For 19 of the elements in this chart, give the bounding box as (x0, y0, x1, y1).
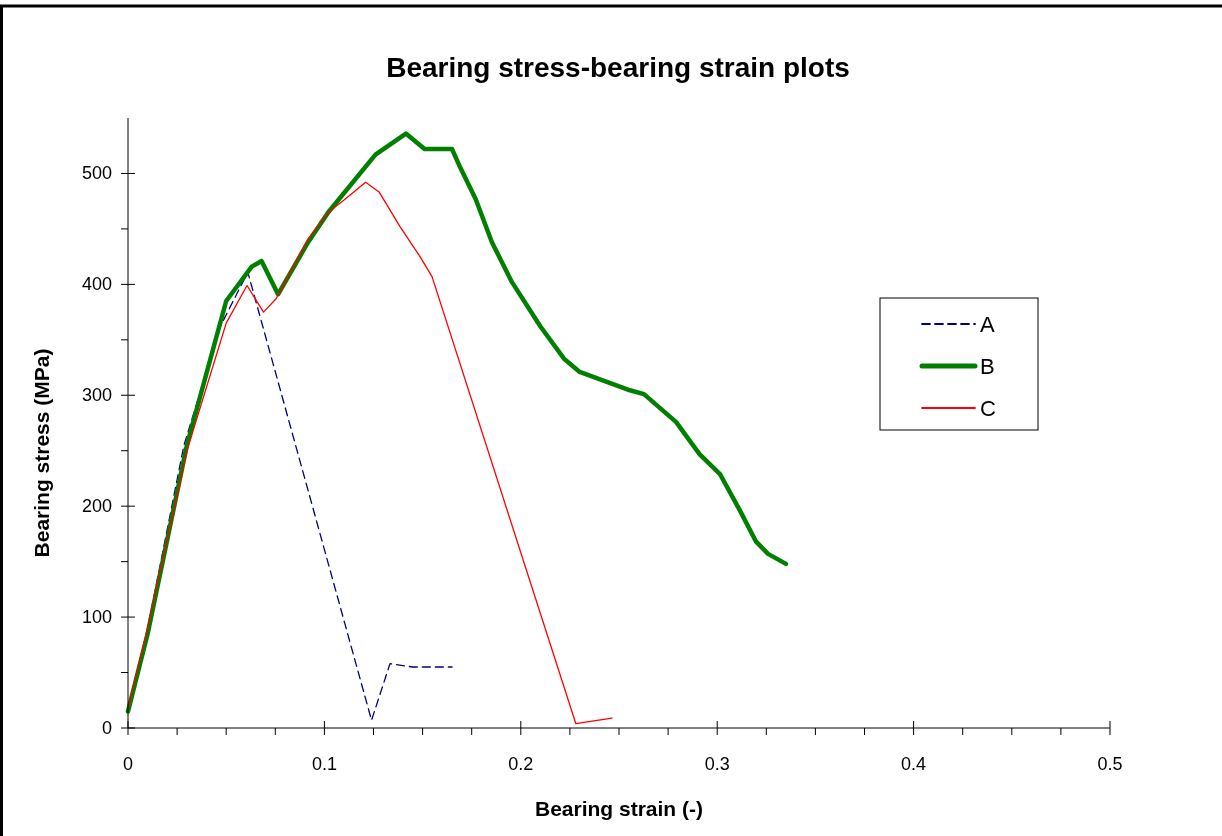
x-tick-label: 0.4 (901, 754, 927, 774)
legend-label: A (980, 312, 995, 337)
x-tick-label: 0.1 (311, 754, 337, 774)
chart-title: Bearing stress-bearing strain plots (386, 52, 850, 83)
line-series (127, 181, 613, 725)
y-axis-title: Bearing stress (MPa) (30, 348, 53, 558)
y-tick-label: 400 (81, 274, 112, 295)
x-tick-label: 0.3 (704, 754, 730, 774)
x-tick-label: 0.2 (508, 754, 534, 774)
legend-label: C (980, 396, 996, 421)
y-tick-label: 300 (81, 385, 112, 406)
x-tick-label: 0 (122, 754, 134, 774)
x-axis-title: Bearing strain (-) (534, 797, 704, 820)
y-tick-label: 0 (101, 718, 112, 738)
legend-label: B (980, 354, 995, 379)
y-tick-label: 500 (81, 163, 112, 184)
y-tick-label: 100 (81, 607, 112, 628)
x-tick-label: 0.5 (1097, 754, 1123, 774)
y-tick-label: 200 (81, 496, 112, 517)
